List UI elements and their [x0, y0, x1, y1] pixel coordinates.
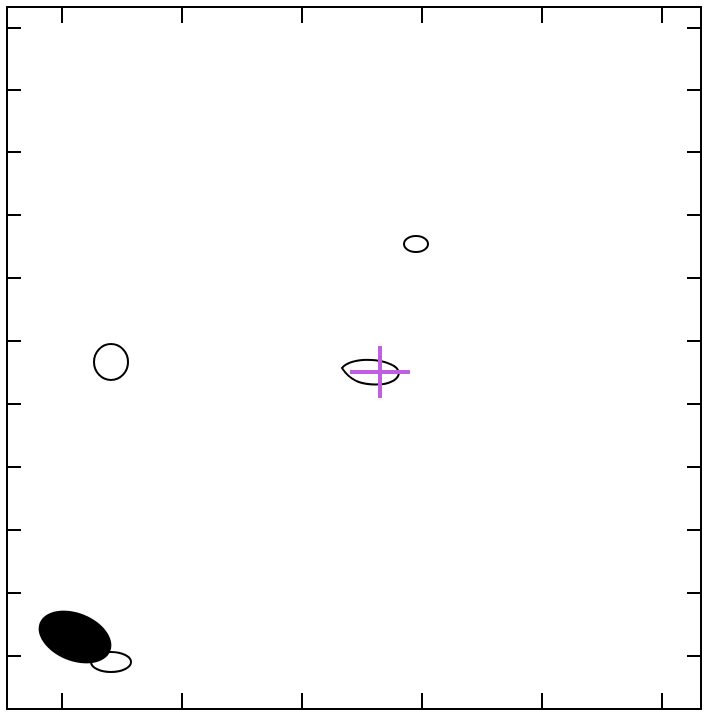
right-axis-ticks — [687, 27, 701, 657]
contour-center — [340, 358, 400, 386]
beam-ellipse — [38, 610, 112, 664]
plot-frame — [6, 6, 702, 710]
contour-upper-right — [403, 235, 429, 253]
center-marker-cross — [350, 346, 410, 398]
bottom-axis-ticks — [61, 693, 663, 709]
left-axis-ticks — [7, 27, 21, 657]
contour-left — [93, 343, 129, 381]
top-axis-ticks — [61, 7, 663, 23]
